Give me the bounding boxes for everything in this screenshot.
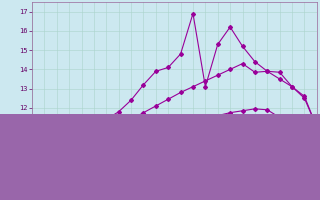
X-axis label: Windchill (Refroidissement éolien,°C): Windchill (Refroidissement éolien,°C) [89,169,260,178]
